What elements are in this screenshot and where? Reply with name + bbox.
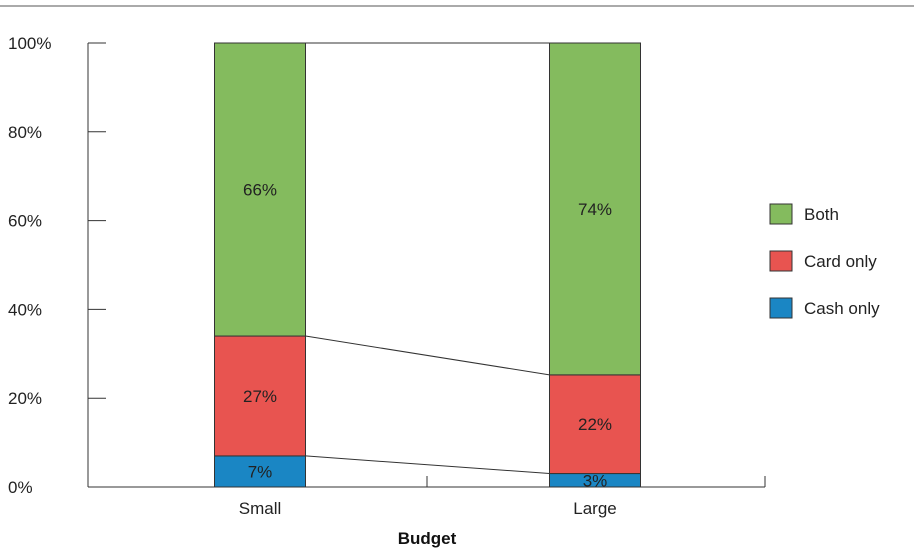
axes-group: 0% 20% 40% 60% 80% 100% Small Large <box>8 34 766 518</box>
legend-label: Card only <box>804 252 877 271</box>
legend-label: Cash only <box>804 299 880 318</box>
x-tick-label: Large <box>573 499 616 518</box>
x-tick-label: Small <box>239 499 282 518</box>
data-labels-group: 7% 27% 66% 3% 22% 74% <box>243 181 612 491</box>
connector-lines <box>305 42 550 475</box>
bar-segment-both <box>549 42 641 376</box>
y-tick-label: 0% <box>8 478 33 497</box>
y-tick-label: 20% <box>8 389 42 408</box>
y-tick-label: 100% <box>8 34 51 53</box>
data-label: 22% <box>578 415 612 434</box>
y-tick-label: 60% <box>8 212 42 231</box>
legend-swatch-cash-only <box>769 297 793 319</box>
bar-segment-both <box>214 42 306 337</box>
legend: Both Card only Cash only <box>769 203 880 319</box>
y-tick-label: 40% <box>8 300 42 319</box>
y-tick-label: 80% <box>8 123 42 142</box>
connector-line <box>305 455 550 475</box>
legend-label: Both <box>804 205 839 224</box>
data-label: 66% <box>243 181 277 200</box>
data-label: 3% <box>583 471 608 490</box>
x-axis-title: Budget <box>398 529 457 548</box>
data-label: 7% <box>248 462 273 481</box>
legend-swatch-both <box>769 203 793 225</box>
bars-group <box>214 42 641 488</box>
data-label: 74% <box>578 200 612 219</box>
data-label: 27% <box>243 387 277 406</box>
connector-line <box>305 335 550 376</box>
legend-swatch-card-only <box>769 250 793 272</box>
bar-segment-cash-only <box>214 455 306 488</box>
